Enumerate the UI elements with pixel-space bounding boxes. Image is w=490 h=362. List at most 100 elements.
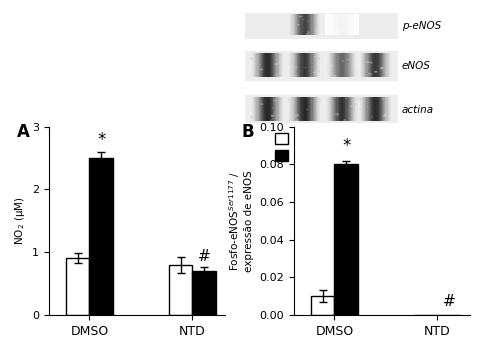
Bar xyxy=(320,97,321,121)
Bar xyxy=(298,53,299,77)
Bar xyxy=(314,14,315,35)
Bar xyxy=(245,95,398,125)
Bar xyxy=(358,14,359,35)
Bar xyxy=(374,97,375,121)
Bar xyxy=(291,53,292,77)
Bar xyxy=(345,14,346,35)
Bar xyxy=(274,97,275,121)
Bar xyxy=(316,14,317,35)
Bar xyxy=(253,97,254,121)
Circle shape xyxy=(369,62,372,64)
Bar xyxy=(355,14,357,35)
Bar xyxy=(292,14,293,35)
Circle shape xyxy=(306,33,310,35)
Bar xyxy=(314,97,315,121)
Bar xyxy=(280,53,281,77)
Bar xyxy=(312,14,313,35)
Bar xyxy=(367,97,368,121)
Bar xyxy=(355,53,357,77)
Bar xyxy=(362,53,363,77)
Bar xyxy=(320,53,321,77)
Text: A: A xyxy=(17,123,30,141)
Circle shape xyxy=(316,105,320,108)
Bar xyxy=(305,14,306,35)
Bar xyxy=(256,97,258,121)
Bar xyxy=(318,53,319,77)
Circle shape xyxy=(374,71,377,73)
Bar xyxy=(283,97,284,121)
Circle shape xyxy=(299,16,302,18)
Bar xyxy=(296,97,297,121)
Bar xyxy=(311,296,334,315)
Bar xyxy=(375,97,377,121)
Bar xyxy=(275,53,277,77)
Bar xyxy=(313,14,314,35)
Text: *: * xyxy=(342,137,350,155)
Bar xyxy=(280,97,281,121)
Bar xyxy=(316,53,317,77)
Circle shape xyxy=(343,119,346,121)
Bar xyxy=(361,97,362,121)
Bar xyxy=(265,97,267,121)
Bar xyxy=(295,53,296,77)
Bar xyxy=(328,97,329,121)
Bar xyxy=(342,53,343,77)
Bar xyxy=(380,97,381,121)
Circle shape xyxy=(336,28,341,31)
Bar xyxy=(388,53,389,77)
Bar xyxy=(258,53,259,77)
Bar xyxy=(269,97,270,121)
Bar xyxy=(389,53,390,77)
Bar xyxy=(294,53,295,77)
Bar xyxy=(276,53,278,77)
Bar xyxy=(368,97,370,121)
Circle shape xyxy=(333,75,337,77)
Bar xyxy=(296,53,297,77)
Bar xyxy=(258,97,259,121)
Bar xyxy=(371,97,372,121)
Bar xyxy=(299,53,300,77)
Bar xyxy=(361,53,362,77)
Circle shape xyxy=(355,104,358,106)
Bar xyxy=(370,53,371,77)
Bar xyxy=(310,53,312,77)
Bar xyxy=(253,53,254,77)
Bar xyxy=(384,97,386,121)
Bar xyxy=(317,97,319,121)
Bar xyxy=(331,14,332,35)
Bar xyxy=(292,53,293,77)
Circle shape xyxy=(328,30,329,31)
Bar xyxy=(89,158,113,315)
Bar xyxy=(273,97,274,121)
Circle shape xyxy=(375,71,377,72)
Circle shape xyxy=(249,57,253,59)
Bar xyxy=(312,53,313,77)
Bar xyxy=(353,14,354,35)
Bar xyxy=(282,97,283,121)
Circle shape xyxy=(353,103,356,105)
Circle shape xyxy=(316,113,318,114)
Bar xyxy=(346,53,348,77)
Bar xyxy=(307,97,308,121)
Bar xyxy=(319,53,320,77)
Circle shape xyxy=(293,31,294,32)
Bar xyxy=(364,97,366,121)
Bar xyxy=(332,53,333,77)
Bar xyxy=(325,14,327,35)
Bar xyxy=(66,258,89,315)
Bar xyxy=(349,53,350,77)
Circle shape xyxy=(356,70,359,72)
Bar xyxy=(269,53,270,77)
Bar xyxy=(274,53,275,77)
Bar xyxy=(334,97,336,121)
Bar xyxy=(264,53,266,77)
Bar xyxy=(251,53,252,77)
Bar xyxy=(261,97,262,121)
Bar xyxy=(298,97,299,121)
Bar xyxy=(337,14,338,35)
Circle shape xyxy=(358,63,362,64)
Bar xyxy=(314,53,315,77)
Bar xyxy=(306,53,307,77)
Circle shape xyxy=(347,59,349,60)
Bar xyxy=(350,14,351,35)
